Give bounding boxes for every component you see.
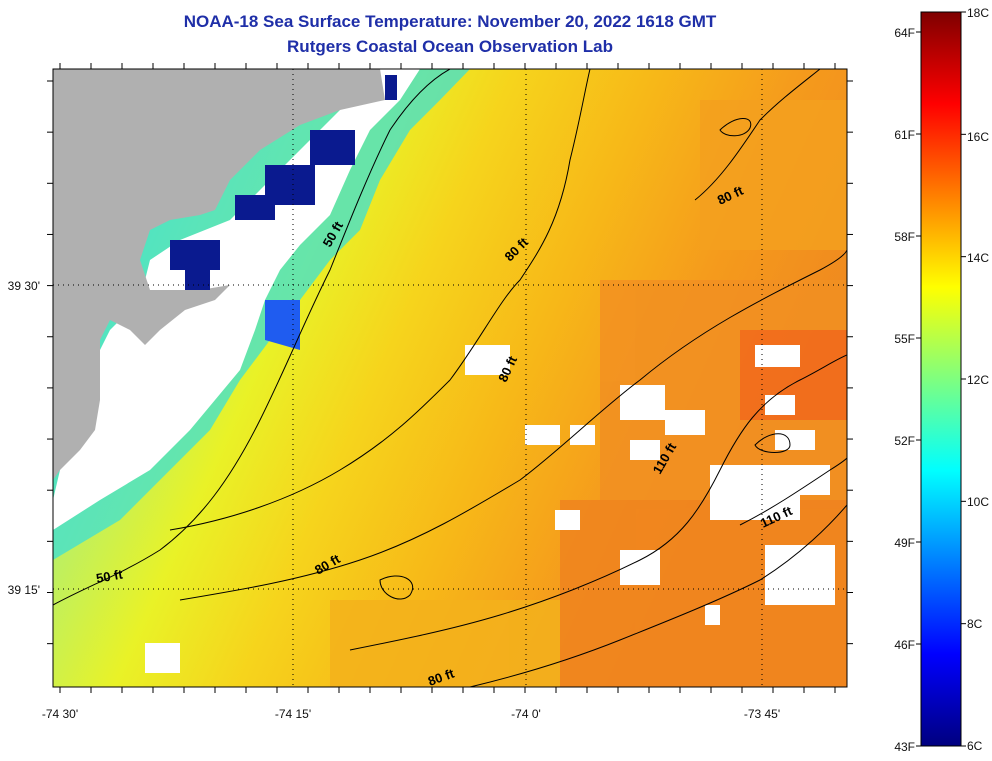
celsius-label: 18C [967, 6, 989, 20]
latitude-labels: 39 30' 39 15' [8, 279, 40, 597]
colorbar-celsius-labels: 18C 16C 14C 12C 10C 8C 6C [967, 6, 989, 753]
lat-label: 39 30' [8, 279, 40, 293]
bay-cold-pixels [170, 75, 397, 290]
lon-label: -74 15' [275, 707, 311, 721]
fahrenheit-label: 58F [894, 230, 915, 244]
celsius-label: 8C [967, 617, 983, 631]
colorbar-gradient [920, 11, 962, 747]
celsius-label: 14C [967, 251, 989, 265]
colorbar: 64F 61F 58F 55F 52F 49F 46F 43F 18C 16C … [894, 6, 989, 754]
fahrenheit-label: 64F [894, 26, 915, 40]
map-frame [52, 68, 848, 688]
map-title: NOAA-18 Sea Surface Temperature: Novembe… [183, 12, 717, 31]
cold-water-patches [265, 300, 300, 350]
lon-label: -74 30' [42, 707, 78, 721]
colorbar-ticks [916, 11, 966, 747]
celsius-label: 10C [967, 495, 989, 509]
map-subtitle: Rutgers Coastal Ocean Observation Lab [287, 37, 613, 56]
fahrenheit-label: 43F [894, 740, 915, 754]
lat-label: 39 15' [8, 583, 40, 597]
fahrenheit-label: 55F [894, 332, 915, 346]
sst-map: 50 ft 80 ft 80 ft 80 ft 50 ft 80 ft 80 f… [53, 69, 847, 687]
axis-ticks [47, 63, 853, 693]
celsius-label: 6C [967, 739, 983, 753]
fahrenheit-label: 52F [894, 434, 915, 448]
offshore-cloud-mask [145, 345, 835, 673]
contour-label: 50 ft [95, 566, 125, 586]
fahrenheit-label: 49F [894, 536, 915, 550]
fahrenheit-label: 46F [894, 638, 915, 652]
nearshore-cloud-mask [53, 69, 420, 530]
graticule [53, 69, 847, 687]
longitude-labels: -74 30' -74 15' -74 0' -73 45' [42, 707, 780, 721]
land-new-jersey [53, 69, 385, 480]
lon-label: -73 45' [744, 707, 780, 721]
fahrenheit-label: 61F [894, 128, 915, 142]
celsius-label: 12C [967, 373, 989, 387]
bathymetry-contours [53, 69, 847, 687]
celsius-label: 16C [967, 130, 989, 144]
lon-label: -74 0' [511, 707, 541, 721]
colorbar-fahrenheit-labels: 64F 61F 58F 55F 52F 49F 46F 43F [894, 26, 915, 754]
